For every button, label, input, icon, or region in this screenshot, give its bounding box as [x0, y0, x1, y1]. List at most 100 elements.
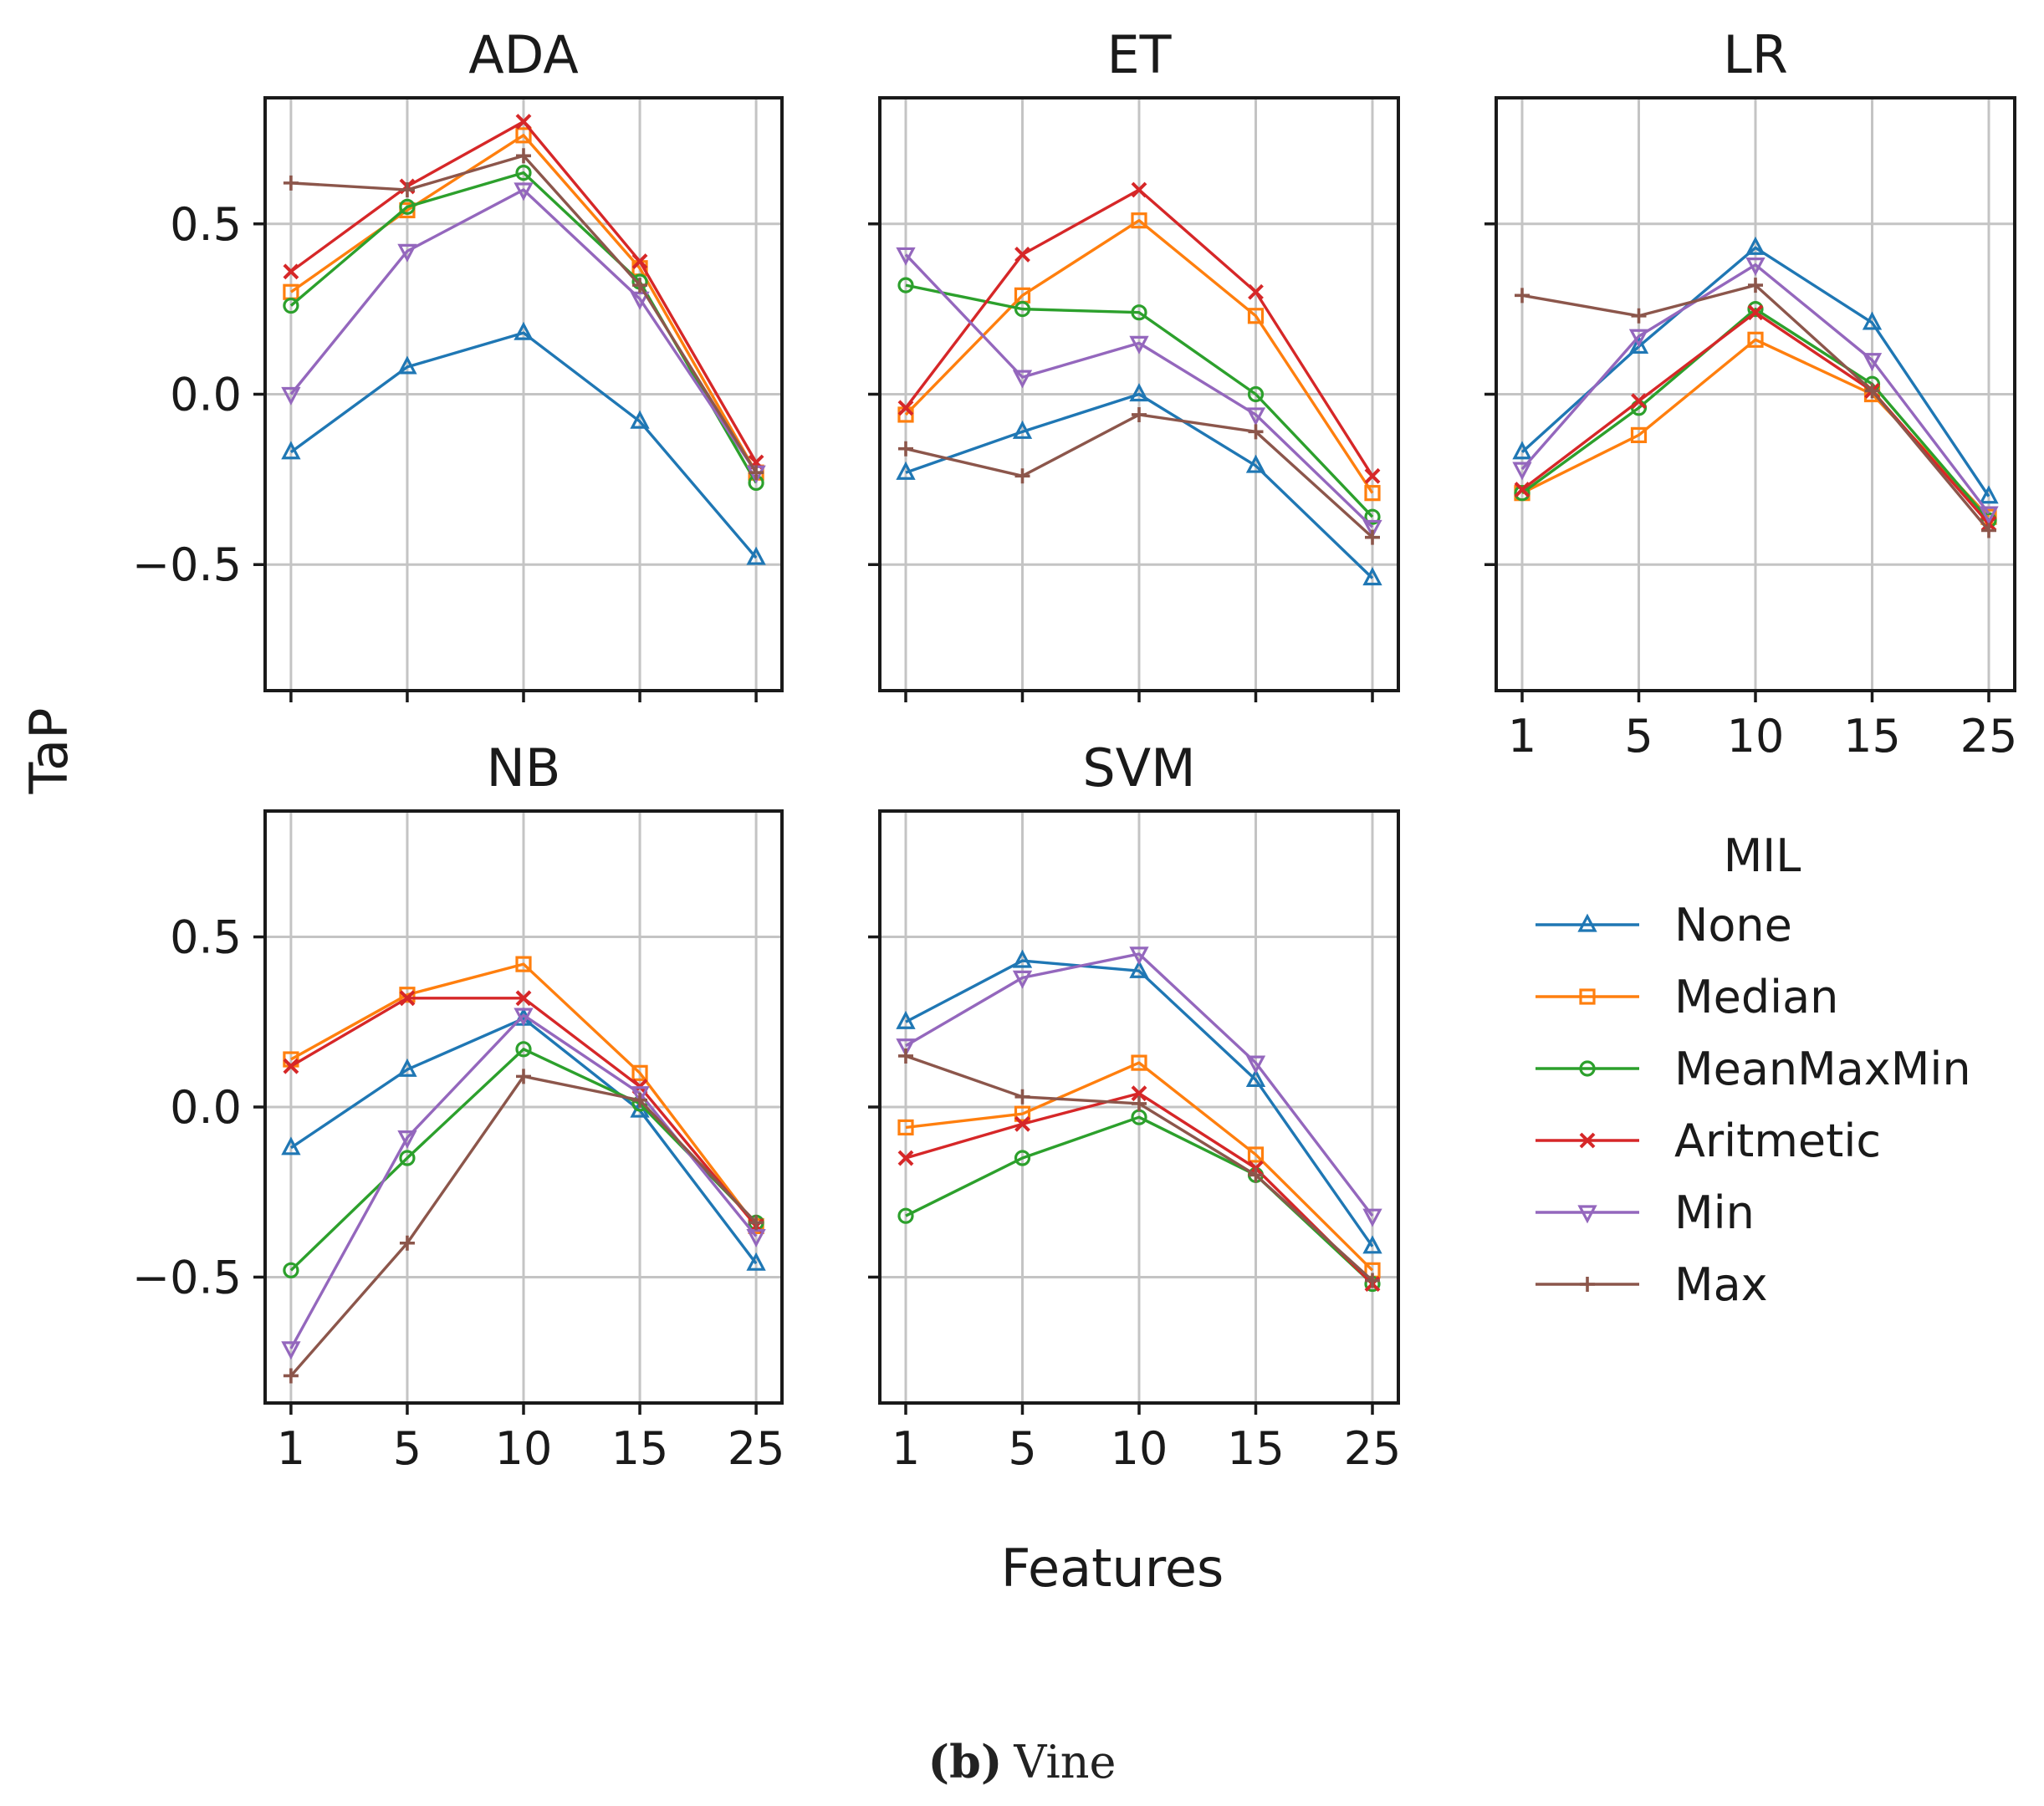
x-tick-label: 15: [1843, 710, 1901, 763]
y-tick-label: 0.0: [170, 1081, 242, 1134]
series-line: [1520, 263, 1990, 515]
legend-item-none: None: [1536, 899, 1792, 951]
data-point: [1362, 567, 1382, 586]
data-point: [1014, 1150, 1031, 1166]
x-tick-label: 10: [1111, 1422, 1168, 1475]
data-point: [515, 1041, 532, 1058]
data-point: [283, 1262, 299, 1278]
legend-marker: [1580, 1277, 1595, 1292]
data-point: [515, 165, 532, 181]
data-point: [896, 247, 916, 266]
data-point: [1515, 288, 1530, 304]
x-tick-label: 5: [393, 1422, 422, 1475]
data-point: [1365, 529, 1380, 545]
x-tick-label: 25: [728, 1422, 785, 1475]
legend-item-meanmaxmin: MeanMaxMin: [1536, 1043, 1971, 1095]
series-min: [896, 946, 1382, 1227]
series-line: [290, 962, 758, 1227]
data-point: [1514, 485, 1530, 502]
data-point: [1631, 308, 1647, 324]
data-point: [281, 1341, 301, 1360]
data-point: [896, 461, 916, 480]
series-line: [289, 331, 758, 559]
caption-letter: (b): [927, 1735, 1003, 1788]
data-point: [1864, 383, 1880, 399]
series-max: [898, 1048, 1380, 1288]
data-point: [896, 1038, 916, 1058]
data-point: [1129, 959, 1149, 978]
legend-label: MeanMaxMin: [1674, 1043, 1971, 1095]
data-point: [749, 465, 764, 481]
data-point: [1245, 407, 1266, 426]
data-point: [1747, 304, 1764, 321]
data-point: [514, 1008, 534, 1027]
series-min: [1512, 258, 1999, 525]
data-point: [632, 1092, 648, 1108]
data-point: [1132, 1095, 1147, 1111]
data-point: [1512, 462, 1532, 481]
data-point: [283, 297, 299, 314]
data-point: [898, 441, 913, 457]
data-point: [1245, 1069, 1266, 1088]
data-point: [746, 1252, 766, 1271]
panel-et: ET: [868, 24, 1400, 702]
data-point: [1012, 949, 1033, 968]
panel-title: NB: [487, 737, 561, 798]
data-point: [897, 277, 914, 293]
series-line: [289, 1048, 758, 1272]
legend: MIL None Median MeanMaxMin Aritmetic Min Max: [1536, 829, 1971, 1311]
series-line: [1520, 307, 1990, 522]
data-point: [630, 410, 650, 429]
data-point: [897, 400, 914, 416]
data-point: [515, 956, 532, 972]
legend-label: Min: [1674, 1186, 1755, 1239]
data-point: [1129, 946, 1149, 966]
data-point: [281, 441, 301, 460]
series-none: [896, 949, 1382, 1254]
series-line: [905, 1061, 1374, 1272]
data-point: [516, 148, 531, 164]
legend-marker: [1579, 1060, 1596, 1077]
data-point: [1247, 1146, 1265, 1163]
data-point: [1862, 353, 1883, 372]
y-tick-label: 0.5: [170, 911, 242, 964]
data-point: [897, 1207, 914, 1224]
data-point: [1014, 468, 1030, 484]
series-max: [283, 1069, 764, 1384]
data-point: [897, 1119, 914, 1136]
data-point: [399, 198, 416, 215]
data-point: [399, 990, 416, 1007]
data-point: [283, 1058, 299, 1074]
data-point: [1131, 304, 1147, 321]
legend-marker: [1577, 913, 1597, 932]
data-point: [1012, 970, 1033, 989]
panel-nb: 1 5 10 15 250.50.0−0.5NB: [132, 737, 785, 1475]
legend-label: None: [1674, 899, 1792, 951]
data-point: [1628, 335, 1649, 355]
data-point: [1014, 1089, 1030, 1105]
panel-title: SVM: [1082, 737, 1195, 798]
data-point: [1012, 420, 1033, 439]
data-point: [1364, 467, 1381, 484]
caption-text: Vine: [1014, 1736, 1117, 1788]
data-point: [399, 182, 415, 198]
data-point: [1131, 1054, 1147, 1071]
legend-label: Aritmetic: [1674, 1115, 1881, 1167]
data-point: [281, 386, 301, 406]
y-tick-label: 0.0: [170, 369, 242, 421]
x-tick-label: 1: [892, 1422, 920, 1475]
legend-item-min: Min: [1536, 1186, 1755, 1239]
data-point: [630, 1086, 650, 1105]
series-none: [896, 383, 1382, 586]
data-point: [1012, 370, 1033, 389]
data-point: [515, 127, 532, 144]
data-point: [397, 1058, 417, 1077]
data-point: [630, 291, 650, 310]
series-min: [896, 247, 1382, 538]
series-line: [289, 188, 758, 474]
legend-marker: [1579, 988, 1596, 1005]
data-point: [399, 987, 416, 1003]
data-point: [1745, 258, 1766, 277]
panel-title: ADA: [468, 24, 578, 85]
x-tick-label: 25: [1960, 710, 2018, 763]
